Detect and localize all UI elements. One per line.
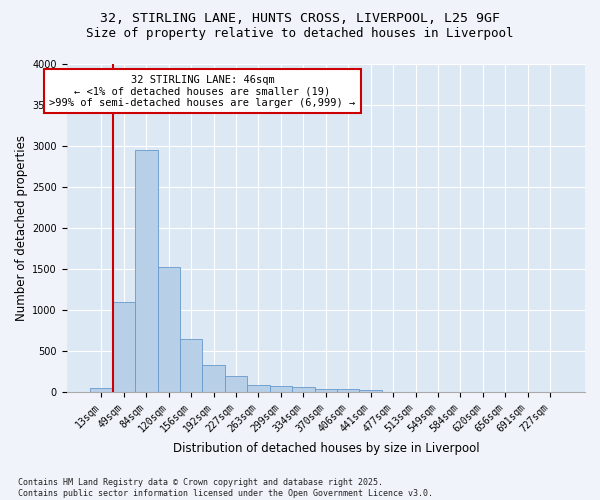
Text: Size of property relative to detached houses in Liverpool: Size of property relative to detached ho… (86, 28, 514, 40)
Bar (202, 365, 225, 392)
Bar (359, 390, 382, 392)
Bar (135, 150, 158, 392)
Bar (113, 302, 135, 392)
Bar (247, 386, 270, 392)
Bar (180, 339, 202, 392)
Bar (225, 376, 247, 392)
Bar (90, 388, 113, 392)
Text: 32 STIRLING LANE: 46sqm
← <1% of detached houses are smaller (19)
>99% of semi-d: 32 STIRLING LANE: 46sqm ← <1% of detache… (49, 74, 356, 108)
Text: 32, STIRLING LANE, HUNTS CROSS, LIVERPOOL, L25 9GF: 32, STIRLING LANE, HUNTS CROSS, LIVERPOO… (100, 12, 500, 26)
Bar (337, 390, 359, 392)
Bar (270, 386, 292, 392)
Text: Contains HM Land Registry data © Crown copyright and database right 2025.
Contai: Contains HM Land Registry data © Crown c… (18, 478, 433, 498)
Y-axis label: Number of detached properties: Number of detached properties (15, 135, 28, 321)
X-axis label: Distribution of detached houses by size in Liverpool: Distribution of detached houses by size … (173, 442, 479, 455)
Bar (158, 266, 180, 392)
Bar (314, 389, 337, 392)
Bar (292, 387, 314, 392)
